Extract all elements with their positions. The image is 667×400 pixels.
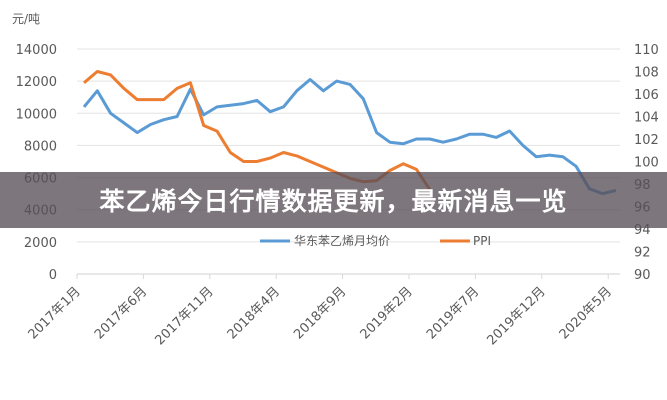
right-tick-label: 102 (634, 133, 659, 148)
series-line-price (82, 78, 617, 196)
left-tick-label: 0 (49, 268, 57, 283)
x-tick-label: 2019年12月 (485, 284, 549, 348)
left-tick-label: 14000 (16, 43, 57, 58)
left-tick-label: 12000 (16, 75, 57, 90)
right-tick-label: 110 (634, 43, 659, 58)
x-tick-label: 2017年11月 (153, 284, 217, 348)
headline-title: 苯乙烯今日行情数据更新，最新消息一览 (99, 187, 568, 216)
left-tick-label: 10000 (16, 107, 57, 122)
x-tick-label: 2018年9月 (291, 284, 349, 342)
right-tick-label: 106 (634, 88, 659, 103)
x-tick-label: 2018年4月 (225, 284, 283, 342)
right-tick-label: 90 (634, 268, 651, 283)
x-tick-label: 2019年2月 (358, 284, 416, 342)
legend-label-price: 华东苯乙烯月均价 (294, 234, 390, 248)
right-tick-label: 100 (634, 156, 659, 171)
right-tick-label: 108 (634, 66, 659, 81)
x-tick-label: 2017年1月 (26, 284, 84, 342)
x-tick-label: 2020年5月 (557, 284, 615, 342)
x-axis-ticks: 2017年1月 2017年6月 2017年11月 2018年4月 2018年9月 2019… (26, 274, 615, 348)
x-tick-label: 2019年7月 (424, 284, 482, 342)
legend: 华东苯乙烯月均价 PPI (260, 234, 491, 248)
left-axis-unit-label: 元/吨 (12, 12, 40, 26)
right-tick-label: 104 (634, 111, 659, 126)
right-tick-label: 92 (634, 246, 651, 261)
left-axis-ticks: 02000400060008000100001200014000 (16, 43, 57, 283)
left-tick-label: 2000 (24, 236, 57, 251)
left-tick-label: 8000 (24, 139, 57, 154)
headline-banner: 苯乙烯今日行情数据更新，最新消息一览 (0, 172, 667, 228)
right-axis-ticks: 9092949698100102104106108110 (634, 43, 659, 283)
x-tick-label: 2017年6月 (92, 284, 150, 342)
legend-label-ppi: PPI (473, 234, 491, 248)
